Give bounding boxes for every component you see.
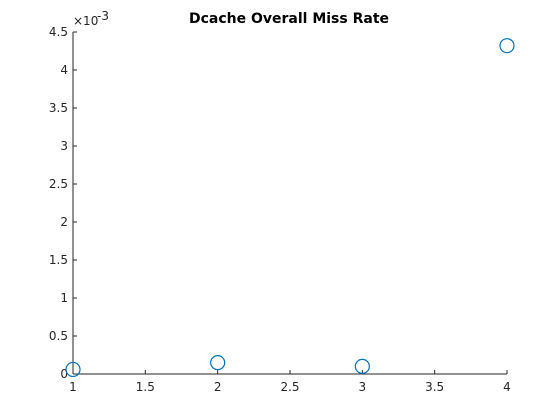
y-axis-exponent: ×10 -3	[73, 9, 109, 28]
y-tick-label: 3	[60, 139, 68, 153]
data-points	[65, 38, 515, 378]
y-tick-label: 4	[60, 63, 68, 77]
x-tick-label: 2	[214, 380, 222, 394]
y-tick-label: 0.5	[49, 329, 68, 343]
x-tick-label: 3	[359, 380, 367, 394]
x-tick-label: 1	[69, 380, 77, 394]
y-tick-label: 2	[60, 215, 68, 229]
axes	[72, 32, 507, 375]
y-ticks: 0 0.5 1 1.5 2 2.5 3 3.5 4 4.5	[49, 25, 77, 381]
x-tick-label: 4	[503, 380, 511, 394]
chart-title: Dcache Overall Miss Rate	[189, 11, 389, 27]
y-exponent-power: -3	[97, 9, 109, 23]
x-tick-label: 1.5	[136, 380, 155, 394]
x-tick-label: 2.5	[280, 380, 299, 394]
data-point	[65, 361, 81, 378]
y-tick-label: 0	[60, 367, 68, 381]
data-point	[354, 358, 370, 374]
y-tick-label: 1.5	[49, 253, 68, 267]
data-point	[499, 38, 515, 54]
y-tick-label: 1	[60, 291, 68, 305]
y-tick-label: 4.5	[49, 25, 68, 39]
y-exponent-base: ×10	[73, 14, 98, 28]
data-point	[210, 355, 226, 371]
y-tick-label: 3.5	[49, 101, 68, 115]
x-tick-label: 3.5	[425, 380, 444, 394]
x-ticks: 1 1.5 2 2.5 3 3.5 4	[69, 370, 511, 394]
y-tick-label: 2.5	[49, 177, 68, 191]
